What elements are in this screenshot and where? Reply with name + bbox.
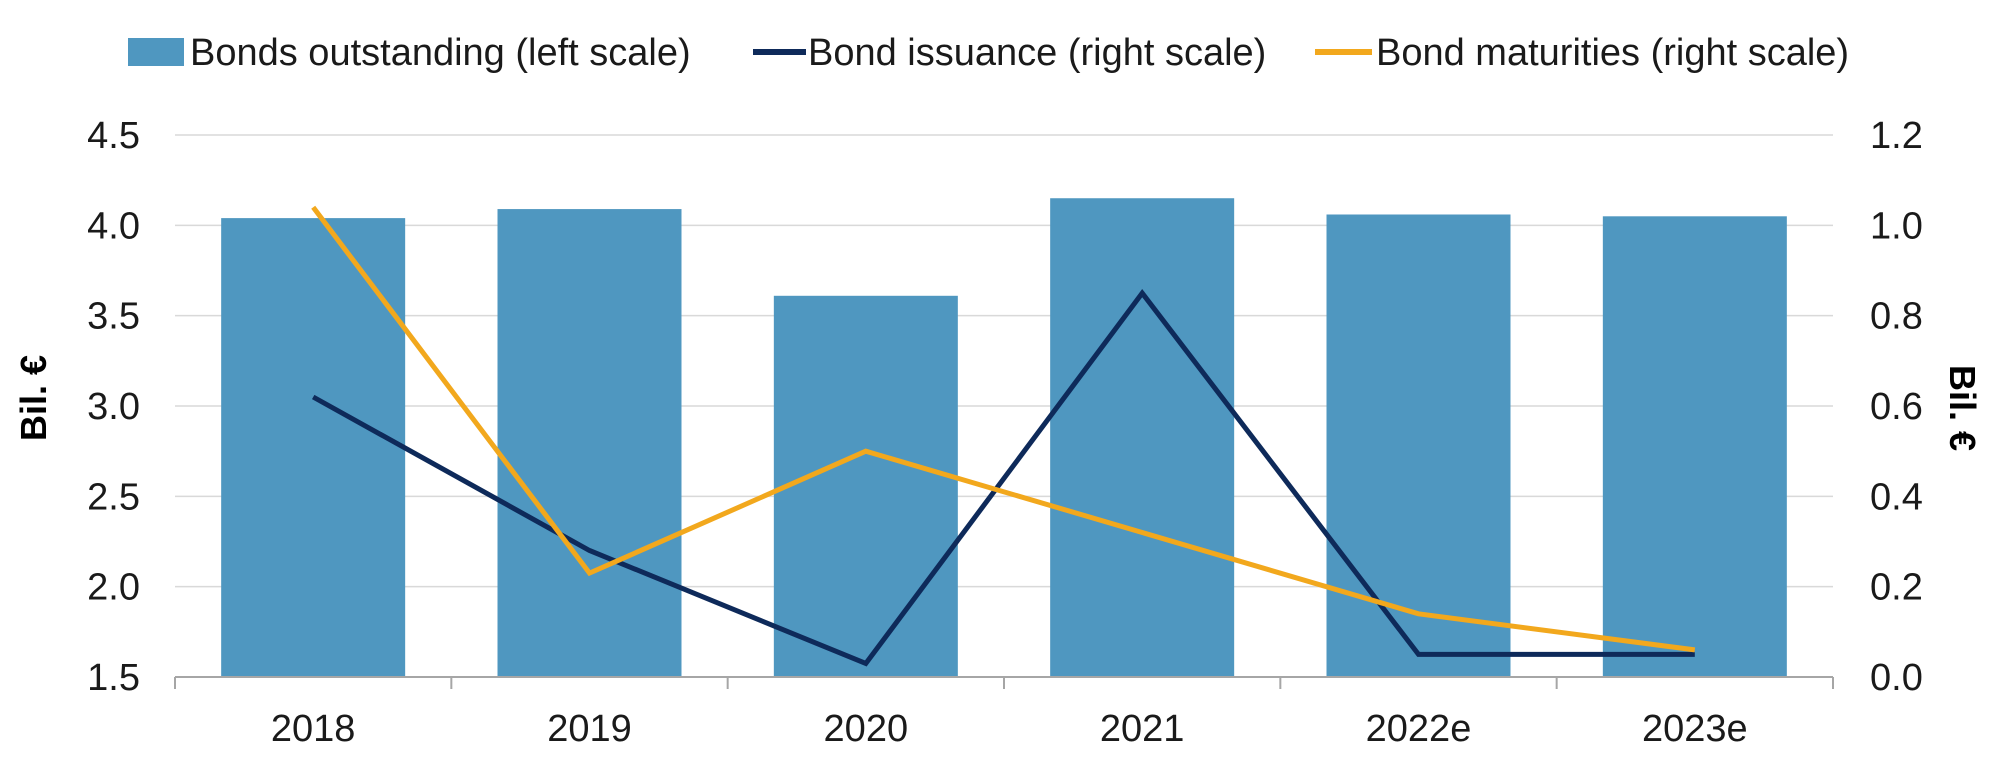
bars-outstanding — [221, 198, 1787, 678]
x-tick-label: 2019 — [547, 708, 632, 750]
right-tick-label: 0.2 — [1870, 567, 1923, 609]
legend-label-bond-maturities: Bond maturities (right scale) — [1376, 32, 1849, 74]
left-tick-label: 1.5 — [87, 657, 140, 699]
line-series — [311, 205, 1696, 667]
right-axis: Bil. € 0.0 0.2 0.4 0.6 0.8 1.0 1.2 — [1870, 115, 1983, 699]
left-tick-label: 2.5 — [87, 476, 140, 518]
x-tick-label: 2022e — [1366, 708, 1472, 750]
left-tick-label: 4.5 — [87, 115, 140, 157]
bar-bonds-outstanding — [1326, 214, 1511, 677]
bar-bonds-outstanding — [773, 295, 958, 677]
legend-label-bond-issuance: Bond issuance (right scale) — [808, 32, 1266, 74]
left-tick-label: 3.5 — [87, 296, 140, 338]
right-tick-label: 0.0 — [1870, 657, 1923, 699]
x-tick-label: 2020 — [824, 708, 909, 750]
bar-bonds-outstanding — [1602, 216, 1787, 678]
right-tick-label: 1.2 — [1870, 115, 1923, 157]
left-axis-title: Bil. € — [13, 355, 54, 441]
right-tick-label: 1.0 — [1870, 205, 1923, 247]
gridlines — [175, 134, 1833, 588]
x-axis: 2018 2019 2020 2021 2022e 2023e — [174, 676, 1834, 750]
right-axis-title: Bil. € — [1942, 365, 1983, 451]
x-tick-label: 2023e — [1642, 708, 1748, 750]
x-tick-label: 2018 — [271, 708, 356, 750]
left-tick-label: 2.0 — [87, 567, 140, 609]
bar-bonds-outstanding — [221, 218, 406, 677]
x-tick-label: 2021 — [1100, 708, 1185, 750]
bar-bonds-outstanding — [497, 209, 682, 677]
left-tick-label: 3.0 — [87, 386, 140, 428]
right-tick-label: 0.4 — [1870, 476, 1923, 518]
line-bond-issuance — [311, 288, 1695, 667]
legend-label-bonds-outstanding: Bonds outstanding (left scale) — [190, 32, 691, 74]
left-axis: Bil. € 1.5 2.0 2.5 3.0 3.5 4.0 4.5 — [13, 115, 140, 699]
line-bond-maturities — [311, 205, 1696, 653]
bar-bonds-outstanding — [1050, 198, 1235, 677]
right-tick-label: 0.6 — [1870, 386, 1923, 428]
left-tick-label: 4.0 — [87, 205, 140, 247]
legend-swatch-bonds-outstanding — [128, 38, 184, 66]
legend: Bonds outstanding (left scale) Bond issua… — [128, 32, 1849, 74]
right-tick-label: 0.8 — [1870, 296, 1923, 338]
